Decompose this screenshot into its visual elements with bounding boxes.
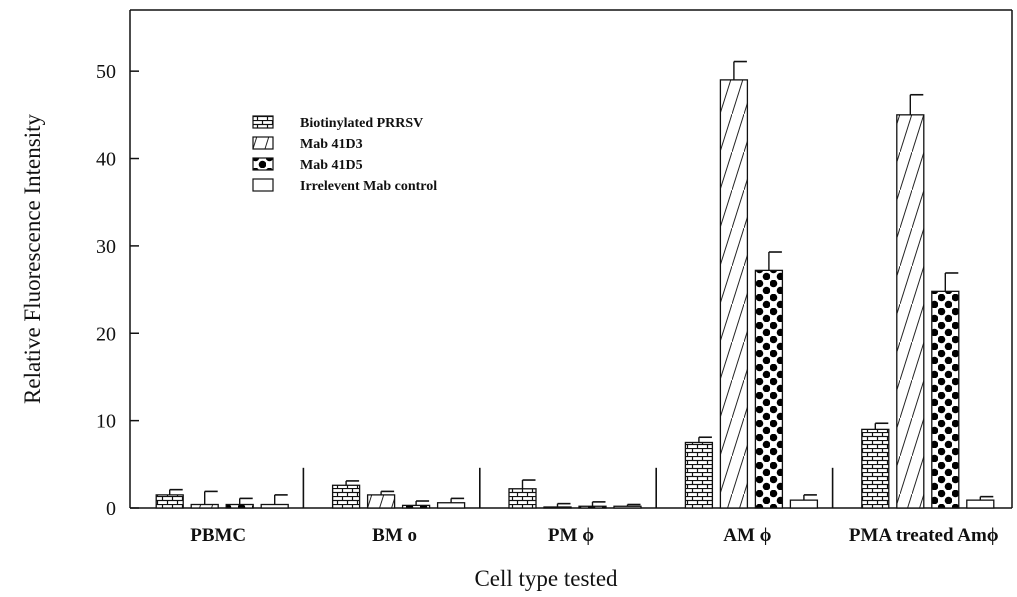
x-tick-label: PMA treated Amϕ xyxy=(849,525,999,546)
x-tick-label: PM ϕ xyxy=(548,525,594,546)
bar xyxy=(543,506,572,509)
bar xyxy=(155,494,184,509)
bar xyxy=(190,503,219,509)
y-tick-label: 10 xyxy=(96,411,116,433)
legend-swatch xyxy=(252,136,274,150)
x-axis-title: Cell type tested xyxy=(474,566,618,591)
bar xyxy=(401,504,431,509)
bar xyxy=(896,114,925,509)
category-labels: PBMC BM o PM ϕ AM ϕ PMA treated Amϕ xyxy=(190,525,999,546)
y-tick-label: 50 xyxy=(96,61,116,83)
bar xyxy=(684,441,714,509)
y-tick-label: 30 xyxy=(96,236,116,258)
bar xyxy=(719,79,749,509)
bar xyxy=(508,488,537,509)
bar xyxy=(754,269,784,509)
category-separators xyxy=(302,467,834,508)
bar xyxy=(436,502,466,509)
legend-swatch xyxy=(252,115,274,129)
y-axis-title: Relative Fluorescence Intensity xyxy=(20,114,45,404)
legend-swatch xyxy=(252,178,274,192)
legend-swatch xyxy=(252,157,274,171)
bar xyxy=(331,484,361,509)
bars xyxy=(155,79,995,509)
y-tick-label: 40 xyxy=(96,149,116,171)
error-bars xyxy=(168,60,994,507)
y-axis-ticks: 0 10 20 30 40 50 xyxy=(96,61,139,520)
bar xyxy=(225,503,254,509)
x-tick-label: BM o xyxy=(372,525,417,546)
legend-label: Mab 41D3 xyxy=(300,137,363,152)
y-tick-label: 20 xyxy=(96,323,116,345)
bar xyxy=(931,290,960,509)
bar xyxy=(613,505,642,509)
bar xyxy=(966,499,995,509)
bar xyxy=(578,505,607,509)
bar xyxy=(366,494,396,509)
x-tick-label: AM ϕ xyxy=(723,525,771,546)
y-tick-label: 0 xyxy=(106,498,116,520)
bar xyxy=(260,503,289,509)
bar xyxy=(861,428,890,509)
legend-label: Mab 41D5 xyxy=(300,158,363,173)
legend-label: Irrelevent Mab control xyxy=(300,179,437,194)
legend: Biotinylated PRRSV Mab 41D3 Mab 41D5 Irrele… xyxy=(252,115,437,194)
legend-label: Biotinylated PRRSV xyxy=(300,116,423,131)
bar xyxy=(789,499,819,509)
x-tick-label: PBMC xyxy=(190,525,246,546)
